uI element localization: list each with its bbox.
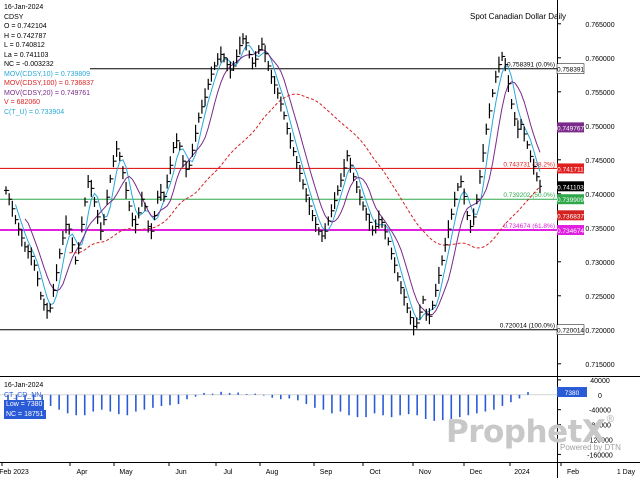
price-tag-text: 0.736837 — [557, 213, 584, 220]
cot-info-low: Low = 7380 — [4, 400, 45, 410]
x-tick-label: Feb — [567, 469, 579, 476]
cot-info-series: CT_CD_NN — [4, 391, 42, 399]
fib-label: 0.720014 (100.0%) — [500, 323, 555, 330]
fib-tag-text: 0.734674 — [557, 228, 584, 235]
x-tick-label: Aug — [266, 469, 279, 476]
price-tag-text: 0.741103 — [557, 184, 584, 191]
price-right-tag: 0.749767 — [557, 122, 584, 133]
fib-label: 0.734674 (61.8%) — [503, 223, 555, 230]
fib-tag-text: 0.741711 — [557, 166, 584, 173]
price-tick-label: 0.760000 — [585, 56, 614, 63]
info-high: H = 0.742787 — [4, 32, 47, 40]
price-tick-label: 0.750000 — [585, 124, 614, 131]
x-tick-label: Apr — [77, 469, 89, 476]
info-mov10: MOV(CDSY,10) = 0.739809 — [4, 70, 91, 78]
x-tick-label: Jul — [224, 469, 233, 476]
fib-tag-box — [556, 324, 585, 335]
price-tag-box — [557, 210, 584, 221]
price-tag-box — [557, 122, 584, 133]
info-mov20: MOV(CDSY,20) = 0.749761 — [4, 89, 91, 97]
mov10-line — [15, 44, 541, 321]
cot-last-tag-box — [557, 387, 587, 398]
mov20-line — [24, 49, 541, 316]
fib-label: 0.743731 (38.2%) — [503, 161, 555, 168]
fib-tag-text: 0.758391 — [557, 67, 584, 74]
fib-tag-text: 0.720014 — [557, 328, 584, 335]
x-tick-label: Feb 2023 — [0, 469, 29, 476]
cot-info-nc: NC = 18751 — [4, 409, 46, 419]
info-volume: V = 682060 — [4, 99, 41, 106]
info-net-change: NC = -0.003232 — [4, 61, 54, 68]
info-last: La = 0.741103 — [4, 51, 49, 59]
fib-price-tag: 0.741711 — [557, 163, 584, 174]
price-bar — [538, 176, 542, 193]
fib-tag-box — [557, 225, 584, 236]
prophetx-watermark: ProphetX® — [446, 414, 615, 450]
info-mov100: MOV(CDSY,100) = 0.736837 — [4, 80, 94, 87]
cot-info-date: 16-Jan-2024 — [4, 382, 44, 389]
fib-tag-box — [557, 163, 584, 174]
fib-price-tag: 0.758391 — [556, 63, 585, 74]
price-tick-label: 0.735000 — [585, 226, 614, 233]
price-tag-text: 0.749767 — [557, 125, 584, 132]
x-tick-label: 1 Day — [617, 469, 636, 476]
x-tick-label: Dec — [470, 469, 483, 476]
fib-price-tag: 0.720014 — [556, 324, 585, 335]
x-tick-label: Oct — [370, 469, 381, 476]
price-tick-label: 0.765000 — [585, 22, 614, 29]
price-tick-label: 0.725000 — [585, 294, 614, 301]
x-tick-label: Sep — [320, 469, 333, 476]
x-tick-label: May — [119, 469, 133, 476]
fib-label: 0.758391 (0.0%) — [507, 62, 555, 69]
x-tick-label: Jun — [175, 469, 186, 476]
lower-info-panel: 16-Jan-2024 CT_CD_NN Low = 7380 NC = 187… — [4, 381, 46, 419]
cot-tick-label: -160000 — [587, 452, 613, 459]
info-low: L = 0.740812 — [4, 42, 45, 49]
fib-tag-box — [557, 194, 584, 205]
price-right-tag: 0.741103 — [557, 181, 584, 192]
watermark-brand: ProphetX — [446, 414, 606, 450]
watermark-mark: ® — [605, 414, 615, 425]
cot-tick-label: 0 — [598, 393, 602, 400]
chart-title: Spot Canadian Dollar Daily — [470, 12, 567, 21]
info-cot-line: C(T_U) = 0.733904 — [4, 108, 65, 116]
fib-tag-text: 0.739909 — [557, 197, 584, 204]
fib-price-tag: 0.734674 — [557, 225, 584, 236]
price-tick-label: 0.740000 — [585, 192, 614, 199]
x-tick-label: 2024 — [514, 469, 530, 476]
x-axis: Feb 2023 Apr May Jun Jul Aug Sep Oct Nov Dec 2024 F… — [0, 462, 640, 476]
cot-tick-label: -120000 — [587, 438, 613, 445]
price-tick-label: 0.745000 — [585, 158, 614, 165]
fib-label: 0.739202 (50.0%) — [503, 192, 555, 199]
fib-price-tag: 0.739909 — [557, 194, 584, 205]
x-tick-label: Nov — [419, 469, 432, 476]
watermark-subtitle: Powered by DTN — [560, 443, 621, 452]
price-tick-label: 0.715000 — [585, 362, 614, 369]
price-right-tag: 0.736837 — [557, 210, 584, 221]
price-panel-bg — [0, 0, 640, 374]
cot-tick-label: -80000 — [589, 423, 611, 430]
cot-tick-label: 40000 — [590, 378, 610, 385]
fib-tag-box — [556, 63, 585, 74]
price-tick-label: 0.730000 — [585, 260, 614, 267]
price-tag-box — [557, 181, 584, 192]
info-date: 16-Jan-2024 — [4, 4, 44, 11]
price-tick-label: 0.720000 — [585, 328, 614, 335]
price-tick-label: 0.755000 — [585, 90, 614, 97]
info-symbol: CDSY — [4, 13, 24, 21]
cot-last-tag-text: 7380 — [565, 390, 580, 397]
upper-info-panel: 16-Jan-2024 CDSY O = 0.742104 H = 0.7427… — [4, 3, 94, 117]
info-open: O = 0.742104 — [4, 23, 47, 30]
cot-tick-label: -40000 — [589, 408, 611, 415]
